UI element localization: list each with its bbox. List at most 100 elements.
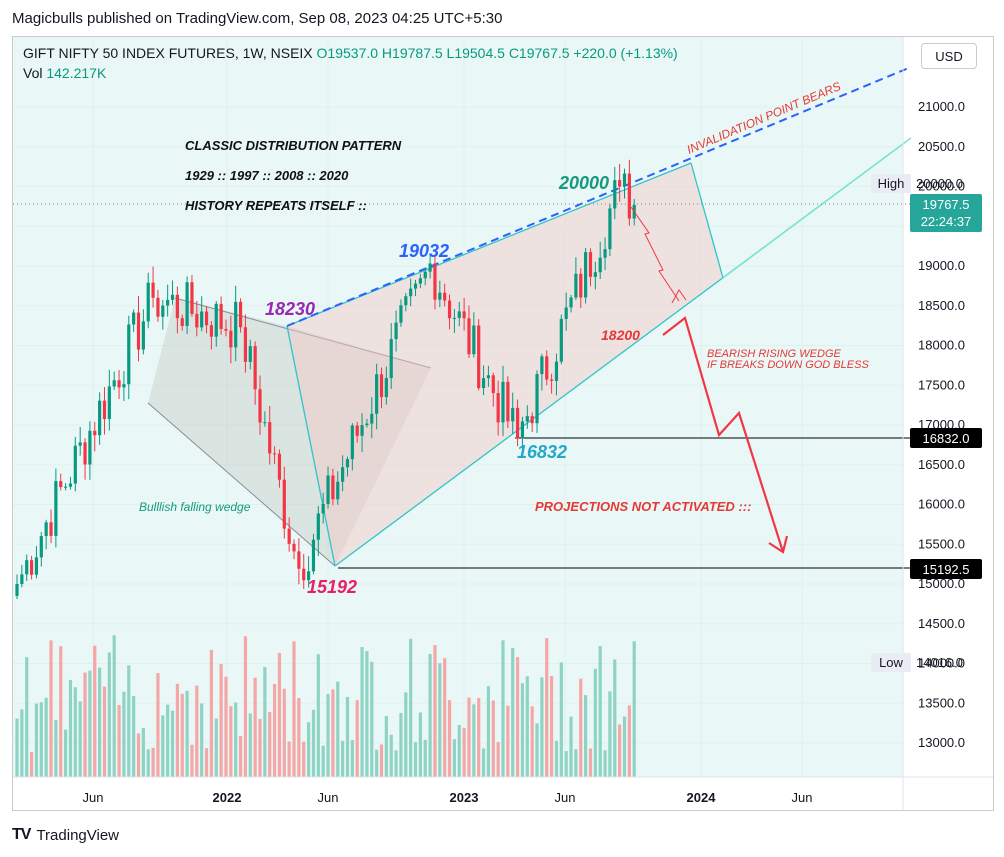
candle-body — [355, 425, 359, 436]
volume-bar — [170, 710, 175, 777]
candle-body — [73, 445, 77, 484]
candle-body — [122, 384, 126, 388]
symbol-legend[interactable]: GIFT NIFTY 50 INDEX FUTURES, 1W, NSEIX O… — [23, 45, 678, 61]
candle-body — [112, 380, 116, 387]
price-tick-label: 13500.0 — [918, 695, 965, 710]
volume-bar — [350, 740, 354, 777]
time-tick-label: Jun — [792, 790, 813, 805]
volume-bar — [185, 690, 189, 777]
candle-body — [316, 513, 320, 540]
volume-bar — [438, 663, 442, 777]
candle-body — [243, 327, 248, 362]
candle-body — [83, 442, 87, 465]
time-axis[interactable]: Jun 2022 Jun 2023 Jun 2024 Jun — [83, 790, 813, 805]
candle-body — [593, 272, 597, 277]
volume-bar — [161, 715, 165, 777]
price-tick-label: 16000.0 — [918, 497, 965, 512]
candle-body — [234, 301, 238, 348]
price-tick-label: 16500.0 — [918, 457, 965, 472]
volume-bar — [404, 692, 408, 777]
volume-bar — [511, 647, 515, 777]
volume-bar — [307, 722, 311, 777]
rising-wedge-shape — [287, 163, 723, 566]
level-15192-value: 15192.5 — [923, 562, 970, 577]
level-15192-badge — [910, 559, 982, 579]
candle-body — [457, 311, 461, 318]
projection-arrow-small — [630, 206, 680, 302]
candle-body — [204, 311, 209, 326]
volume-bar — [311, 709, 316, 777]
candle-body — [569, 297, 573, 308]
candle-body — [78, 442, 82, 446]
symbol-name: GIFT NIFTY 50 INDEX FUTURES, 1W, NSEIX — [23, 45, 313, 61]
candle-body — [93, 430, 97, 436]
volume-bar — [569, 716, 573, 777]
candle-body — [88, 430, 92, 465]
low-badge-label: Low — [879, 655, 903, 670]
volume-bar — [433, 645, 437, 777]
annotation-classic-1: CLASSIC DISTRIBUTION PATTERN — [185, 138, 402, 153]
volume-bar — [107, 652, 111, 777]
candle-body — [627, 173, 631, 219]
chart-svg[interactable]: CLASSIC DISTRIBUTION PATTERN 1929 :: 199… — [13, 37, 993, 810]
volume-bar — [64, 729, 68, 777]
volume-bar — [78, 701, 82, 777]
candle-body — [277, 453, 282, 480]
volume-legend[interactable]: Vol 142.217K — [23, 65, 106, 81]
volume-bar — [287, 741, 291, 777]
volume-bar — [365, 651, 369, 777]
candle-body — [384, 377, 388, 398]
candle-body — [151, 282, 155, 298]
label-16832: 16832 — [517, 442, 567, 462]
candle-body — [370, 413, 374, 424]
candle-body — [496, 393, 500, 423]
label-15192: 15192 — [307, 577, 357, 597]
candle-body — [462, 311, 466, 319]
volume-bar — [598, 646, 602, 777]
candle-body — [345, 459, 350, 468]
volume-bar — [336, 681, 340, 777]
price-tick-label: 18500.0 — [918, 298, 965, 313]
volume-bar — [345, 696, 350, 777]
candle-body — [603, 249, 607, 258]
volume-bar — [200, 703, 204, 777]
volume-bar — [204, 748, 209, 777]
volume-bar — [214, 718, 218, 777]
volume-bar — [54, 719, 58, 777]
candle-body — [588, 252, 593, 277]
volume-bar — [486, 686, 491, 777]
volume-bar — [316, 654, 320, 777]
volume-bar — [25, 657, 29, 777]
candle-body — [365, 423, 369, 426]
volume-bar — [151, 747, 155, 777]
volume-bar — [268, 711, 272, 777]
volume-bar — [253, 677, 257, 777]
candle-body — [127, 324, 131, 385]
volume-bar — [491, 700, 495, 777]
volume-bar — [243, 636, 248, 777]
volume-bar — [423, 739, 427, 777]
candle-body — [350, 425, 354, 460]
candle-body — [29, 560, 34, 575]
volume-bar — [34, 703, 39, 777]
volume-bar — [443, 658, 447, 777]
candle-body — [472, 325, 476, 355]
countdown-value: 22:24:37 — [921, 214, 972, 229]
candle-body — [102, 400, 107, 420]
volume-bar — [117, 705, 121, 777]
currency-button[interactable]: USD — [921, 43, 977, 69]
chart-panel[interactable]: CLASSIC DISTRIBUTION PATTERN 1929 :: 199… — [12, 36, 994, 811]
volume-bar — [428, 653, 432, 777]
volume-bar — [462, 727, 466, 777]
candle-body — [190, 282, 194, 314]
volume-bar — [49, 640, 53, 777]
price-tick-label: 18000.0 — [918, 338, 965, 353]
volume-bar — [389, 734, 393, 777]
candle-body — [564, 307, 568, 319]
time-tick-label: 2023 — [450, 790, 479, 805]
volume-bar — [234, 702, 238, 777]
volume-bar — [627, 705, 631, 777]
label-19032: 19032 — [399, 241, 449, 261]
volume-bar — [68, 679, 73, 777]
candle-body — [180, 318, 184, 326]
